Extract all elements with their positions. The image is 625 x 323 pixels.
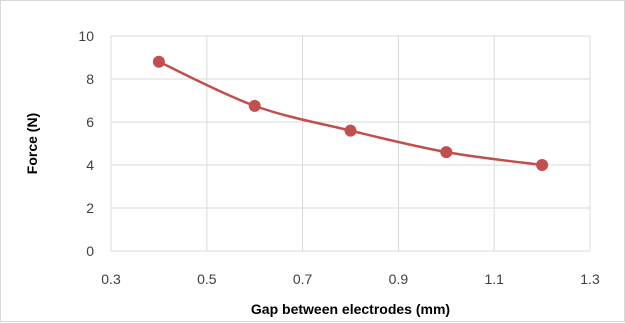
series-line: [158, 60, 543, 167]
x-tick-labels: 0.3 0.5 0.7 0.9 1.1 1.3: [101, 271, 600, 287]
x-tick-label: 0.9: [389, 271, 409, 287]
y-tick-label: 8: [86, 71, 94, 87]
y-tick-labels: 0 2 4 6 8 10: [78, 28, 94, 259]
series-group: [152, 55, 549, 171]
gridlines: [110, 35, 591, 252]
x-axis-title: Gap between electrodes (mm): [251, 301, 450, 317]
data-point: [152, 55, 165, 68]
y-tick-label: 0: [86, 243, 94, 259]
y-tick-label: 10: [78, 28, 94, 44]
data-point: [536, 159, 549, 171]
data-point: [344, 124, 357, 137]
y-tick-label: 4: [86, 157, 94, 173]
x-tick-label: 1.3: [580, 271, 600, 287]
x-tick-label: 0.7: [293, 271, 313, 287]
y-tick-label: 6: [86, 114, 94, 130]
x-tick-label: 1.1: [484, 271, 504, 287]
data-point: [440, 146, 453, 159]
x-tick-label: 0.3: [101, 271, 121, 287]
data-point: [248, 99, 261, 112]
x-tick-label: 0.5: [197, 271, 217, 287]
y-axis-title: Force (N): [24, 113, 40, 174]
y-tick-label: 2: [86, 200, 94, 216]
